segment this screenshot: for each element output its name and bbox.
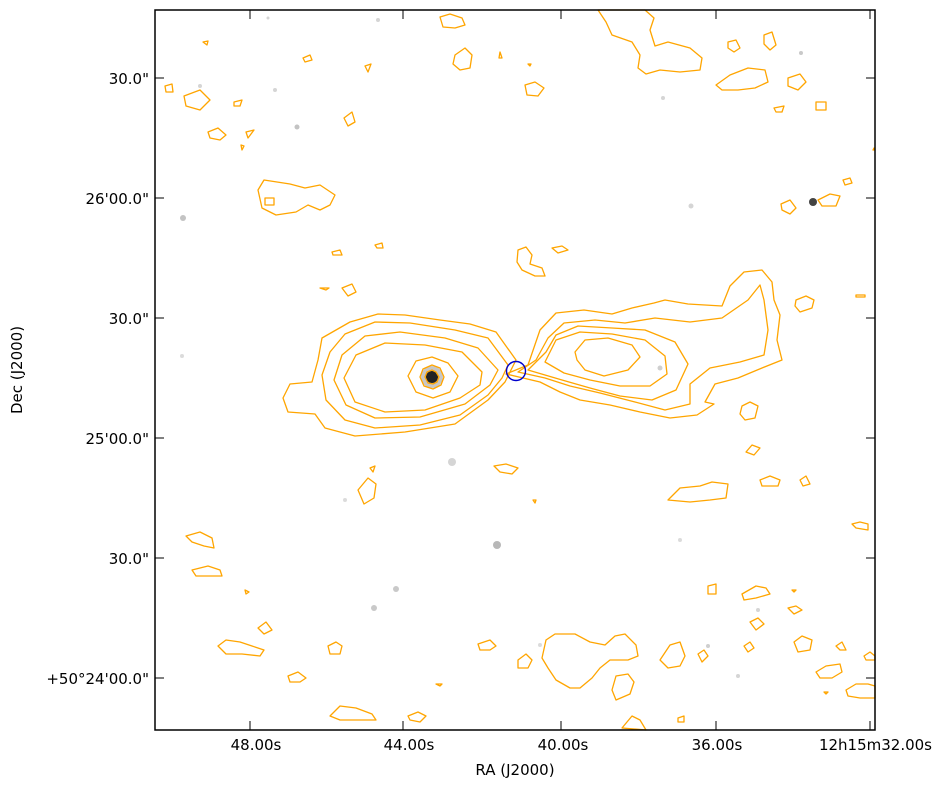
contours-right-lobe [505,269,783,419]
x-tick-label: 40.00s [538,736,589,754]
x-tick-label: 36.00s [692,736,743,754]
x-tick-label: 48.00s [231,736,282,754]
y-tick-label: 30.0" [109,310,149,328]
y-tick-label: 30.0" [109,70,149,88]
x-tick-label: 12h15m32.00s [819,736,932,754]
plot-frame [154,9,876,731]
y-tick-label: 26'00.0" [85,190,149,208]
bright-source-right [809,198,817,206]
greyscale-sources [180,16,803,678]
core-source [426,371,438,383]
y-ticks [155,77,875,679]
y-tick-label: 25'00.0" [85,430,149,448]
x-ticks [249,10,871,730]
y-tick-label: 30.0" [109,550,149,568]
contours-left-lobe [282,313,517,437]
x-axis-label: RA (J2000) [475,761,554,779]
host-position-marker [505,360,527,382]
y-axis-label: Dec (J2000) [8,326,26,414]
x-tick-label: 44.00s [384,736,435,754]
y-tick-label: +50°24'00.0" [46,670,149,688]
